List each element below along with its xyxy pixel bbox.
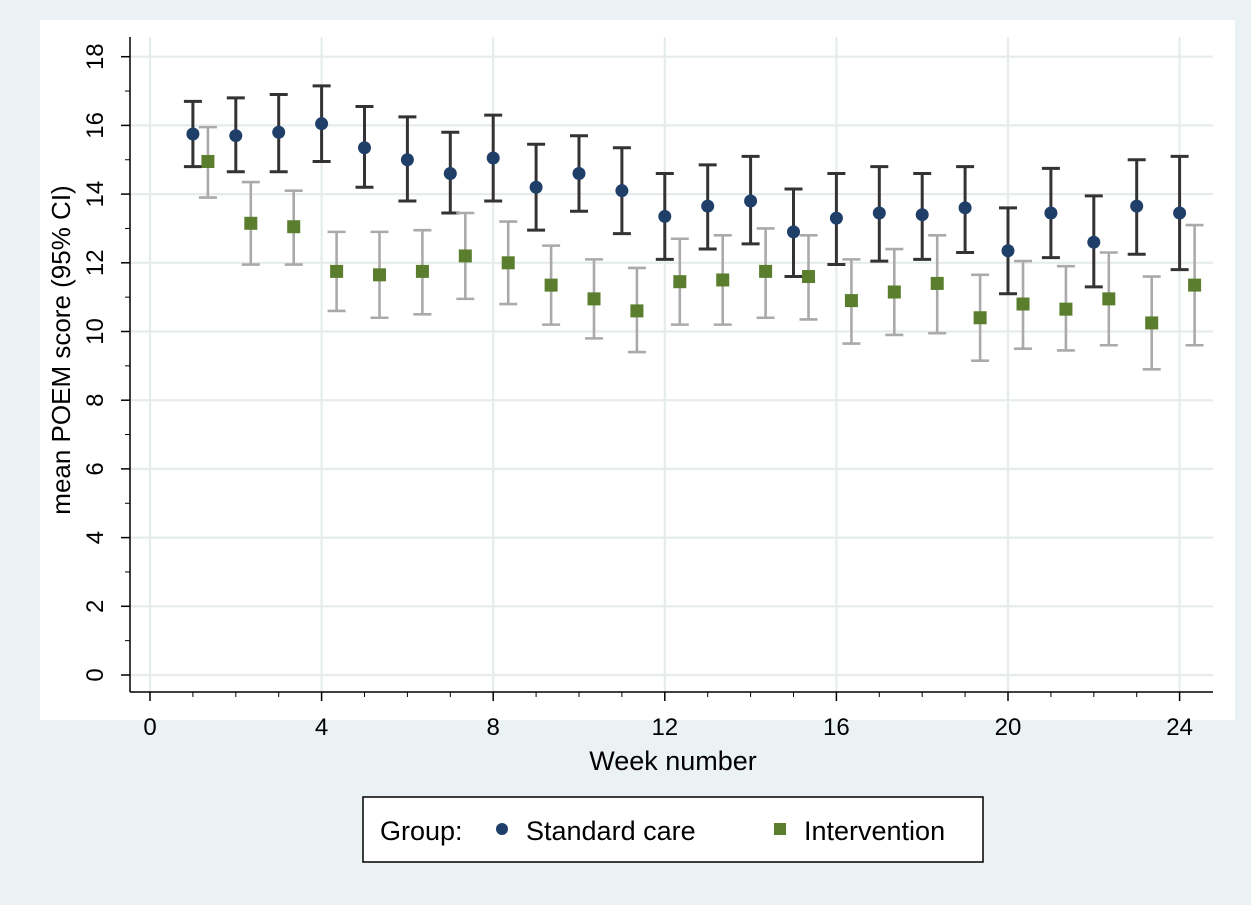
data-point [615,184,629,198]
data-point [1044,206,1058,220]
y-tick-label: 2 [82,600,109,613]
y-tick-label: 12 [82,249,109,276]
data-point [973,311,987,325]
x-tick-label: 8 [487,714,500,741]
data-point [287,220,301,234]
y-axis-label: mean POEM score (95% CI) [46,185,76,514]
y-tick-label: 16 [82,112,109,139]
data-point [915,208,929,222]
data-point [501,256,515,270]
y-tick-label: 8 [82,394,109,407]
x-tick-label: 24 [1166,714,1193,741]
data-point [272,125,286,139]
data-point [229,129,243,143]
data-point [630,304,644,318]
data-point [1145,316,1159,330]
data-point [872,206,886,220]
data-point [1059,302,1073,316]
data-point [1130,199,1144,213]
data-point [673,275,687,289]
data-point [829,211,843,225]
data-point [701,199,715,213]
data-point [759,264,773,278]
data-point [658,209,672,223]
x-tick-label: 4 [315,714,328,741]
data-point [887,285,901,299]
y-tick-label: 10 [82,318,109,345]
legend-box [362,796,984,863]
series-intervention [198,125,1204,371]
legend-title: Group: [380,816,463,846]
data-point [1001,244,1015,258]
data-point [1087,235,1101,249]
data-point [1173,206,1187,220]
data-point [744,194,758,208]
data-point [244,216,258,230]
y-tick-label: 18 [82,43,109,70]
series-standard-care [183,84,1189,296]
y-tick-label: 4 [82,531,109,544]
series-layer [183,84,1204,371]
y-tick-label: 14 [82,181,109,208]
plot-area [130,37,1213,692]
y-tick-label: 0 [82,668,109,681]
data-point [1188,278,1202,292]
data-point [587,292,601,306]
data-point [358,141,371,155]
data-point [802,270,816,284]
y-tick-label: 6 [82,462,109,475]
data-point [930,276,944,290]
data-point [186,127,200,141]
data-point [844,294,858,308]
data-point [958,201,972,215]
data-point [201,154,215,168]
legend-marker-standard-care [496,823,508,835]
data-point [330,264,344,278]
data-point [400,153,414,167]
data-point [443,166,457,180]
data-point [572,166,586,180]
data-point [1102,292,1116,306]
data-point [787,225,800,239]
data-point [529,180,543,194]
legend: Group: Standard care Intervention [362,796,984,863]
data-point [373,268,387,282]
legend-label-standard-care: Standard care [526,816,696,846]
x-tick-label: 20 [995,714,1022,741]
data-point [1016,297,1030,311]
data-point [315,117,329,131]
x-axis-label: Week number [589,746,757,776]
x-tick-label: 16 [823,714,850,741]
data-point [716,273,730,287]
x-tick-label: 0 [143,714,156,741]
data-point [458,249,472,263]
data-point [486,151,500,165]
data-point [415,264,429,278]
gridlines [130,37,1213,692]
legend-marker-intervention [774,823,786,835]
legend-label-intervention: Intervention [804,816,945,846]
x-tick-label: 12 [651,714,678,741]
data-point [544,278,558,292]
